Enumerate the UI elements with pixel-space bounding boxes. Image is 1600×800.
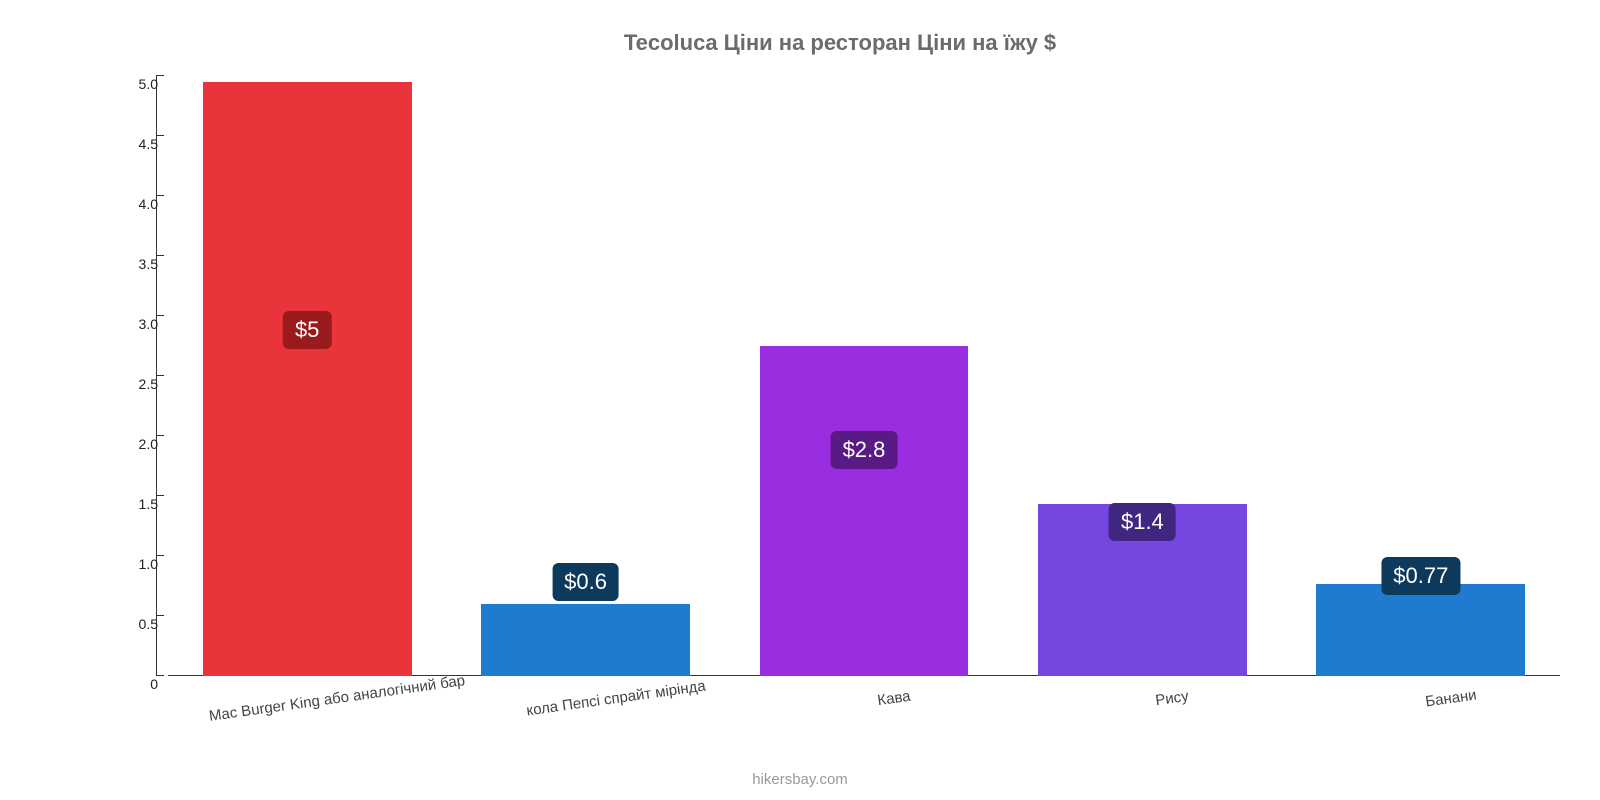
y-tick-mark	[156, 135, 164, 136]
bar-value-label: $1.4	[1109, 503, 1176, 541]
chart-container: Tecoluca Ціни на ресторан Ціни на їжу $ …	[0, 0, 1600, 800]
bar: $0.77	[1316, 584, 1525, 676]
y-tick-label: 1.0	[139, 556, 168, 572]
y-tick-label: 3.5	[139, 256, 168, 272]
x-category-label: Банани	[1424, 687, 1477, 711]
credit-text: hikersbay.com	[0, 771, 1600, 788]
y-tick-label: 0	[150, 676, 168, 692]
x-category-label: кола Пепсі спрайт мірінда	[525, 678, 706, 720]
chart-title: Tecoluca Ціни на ресторан Ціни на їжу $	[120, 30, 1560, 56]
y-tick-label: 5.0	[139, 76, 168, 92]
y-tick-mark	[156, 315, 164, 316]
x-category-label: Кава	[876, 688, 911, 709]
y-tick-mark	[156, 675, 164, 676]
y-axis: 00.51.01.52.02.53.03.54.04.55.0	[108, 76, 168, 676]
y-tick-mark	[156, 375, 164, 376]
bar-value-label: $2.8	[831, 431, 898, 469]
y-tick-mark	[156, 255, 164, 256]
bar: $2.8	[760, 346, 969, 676]
x-labels-group: Mac Burger King або аналогічний баркола …	[168, 676, 1560, 736]
bar: $1.4	[1038, 504, 1247, 676]
y-tick-mark	[156, 555, 164, 556]
y-tick-mark	[156, 195, 164, 196]
y-tick-label: 2.5	[139, 376, 168, 392]
y-tick-label: 1.5	[139, 496, 168, 512]
bars-group: $5 $0.6 $2.8 $1.4 $0.77	[168, 76, 1560, 676]
x-category-label: Mac Burger King або аналогічний бар	[208, 672, 466, 725]
plot-area: 00.51.01.52.02.53.03.54.04.55.0 $5$0.6$2…	[120, 76, 1560, 676]
y-tick-label: 3.0	[139, 316, 168, 332]
bar-value-label: $0.77	[1381, 557, 1460, 595]
y-tick-label: 4.5	[139, 136, 168, 152]
y-tick-mark	[156, 75, 164, 76]
y-tick-mark	[156, 615, 164, 616]
y-tick-mark	[156, 495, 164, 496]
bar: $0.6	[481, 604, 690, 676]
y-tick-label: 0.5	[139, 616, 168, 632]
y-tick-label: 2.0	[139, 436, 168, 452]
y-tick-label: 4.0	[139, 196, 168, 212]
y-tick-mark	[156, 435, 164, 436]
x-category-label: Рису	[1155, 688, 1190, 709]
bar-value-label: $0.6	[552, 563, 619, 601]
bar-value-label: $5	[283, 311, 331, 349]
bar: $5	[203, 82, 412, 676]
